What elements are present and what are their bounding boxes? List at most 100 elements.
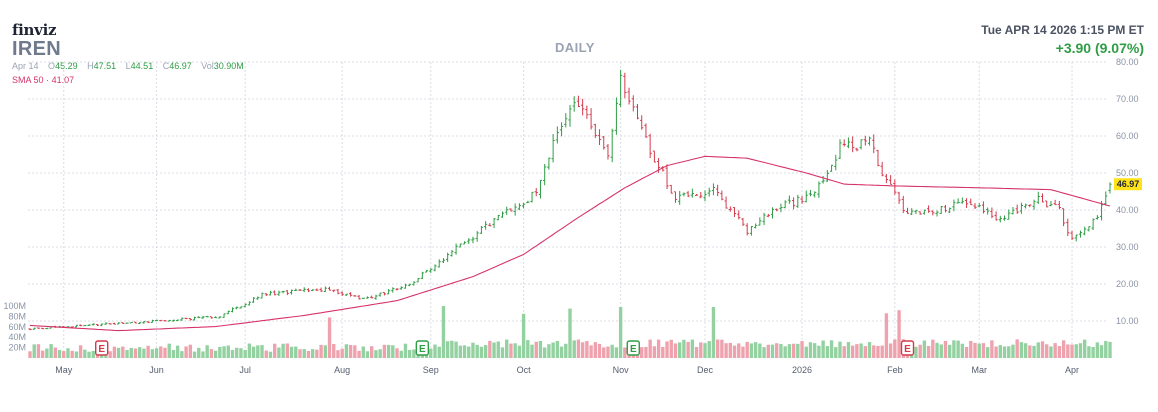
volume-bar: [1070, 344, 1074, 358]
volume-bar: [374, 350, 378, 358]
price-bar: [559, 122, 564, 137]
price-bar: [538, 179, 543, 199]
volume-bar: [353, 345, 357, 358]
volume-bar: [673, 343, 678, 358]
volume-bar: [222, 346, 226, 358]
price-bar: [133, 321, 138, 324]
volume-bar: [813, 343, 817, 358]
earnings-marker[interactable]: E: [626, 340, 640, 356]
volume-bar: [825, 346, 830, 358]
volume-bar: [382, 344, 387, 358]
month-tick-label: Mar: [971, 365, 987, 375]
price-bar: [36, 327, 41, 329]
volume-bar: [496, 341, 500, 358]
volume-bar: [298, 349, 302, 358]
ohlc-high: 47.51: [93, 61, 117, 71]
sma-value: 41.07: [51, 75, 75, 85]
price-bar: [446, 252, 450, 263]
price-bar: [652, 150, 656, 163]
volume-bar: [580, 342, 585, 358]
price-bar: [112, 322, 116, 325]
ohlc-volume-label: Vol: [201, 61, 214, 71]
volume-bar: [492, 342, 496, 358]
volume-bar: [1011, 344, 1015, 358]
finviz-logo[interactable]: finviz: [12, 21, 57, 39]
price-bar: [201, 315, 205, 319]
price-bar: [863, 135, 867, 146]
volume-bar: [964, 347, 969, 358]
price-bar: [205, 315, 209, 318]
price-bar: [872, 134, 876, 154]
volume-bar: [294, 346, 298, 358]
month-tick-label: May: [55, 365, 73, 375]
ohlc-close-label: C: [162, 61, 170, 71]
price-bar: [889, 175, 893, 185]
month-tick-label: Jul: [239, 365, 251, 375]
price-bar: [914, 209, 918, 215]
volume-bar: [728, 342, 732, 358]
price-bar: [479, 226, 484, 234]
volume-bar: [656, 339, 661, 358]
price-bar: [990, 207, 994, 219]
price-bar: [547, 157, 551, 170]
volume-bar: [678, 342, 682, 358]
volume-bar: [766, 344, 770, 358]
volume-bar: [1099, 345, 1104, 358]
price-bar: [399, 286, 403, 290]
price-bar: [429, 268, 433, 273]
price-bar: [251, 297, 256, 303]
earnings-marker[interactable]: E: [415, 340, 430, 356]
earnings-marker[interactable]: E: [900, 340, 915, 356]
volume-bar: [779, 343, 783, 358]
price-tick-label: 20.00: [1116, 279, 1139, 289]
price-bar: [1066, 218, 1070, 237]
volume-bar: [931, 339, 935, 358]
last-price-badge-bg: [1114, 178, 1142, 191]
volume-bar: [534, 341, 538, 358]
price-bar: [1070, 230, 1074, 241]
price-bar: [665, 164, 669, 190]
volume-bar: [749, 343, 754, 358]
volume-bar: [838, 341, 842, 358]
volume-bar: [365, 351, 370, 358]
volume-bar: [711, 307, 716, 358]
price-bar: [374, 294, 378, 300]
price-bars: [28, 69, 1112, 331]
volume-bar: [762, 347, 766, 358]
price-bar: [564, 113, 568, 128]
price-bar: [834, 154, 838, 171]
price-bar: [163, 320, 167, 322]
price-bar: [159, 319, 163, 322]
volume-bar: [926, 345, 931, 358]
volume-bar: [644, 346, 648, 358]
volume-bar: [108, 351, 112, 358]
volume-bar: [133, 348, 138, 358]
price-bar: [192, 316, 197, 321]
price-bar: [517, 203, 521, 211]
price-bar: [214, 316, 218, 319]
price-bar: [285, 290, 289, 296]
volume-bar: [1095, 342, 1100, 358]
price-bar: [142, 321, 146, 324]
volume-bar: [340, 348, 344, 358]
volume-bar: [973, 342, 977, 358]
earnings-marker[interactable]: E: [95, 340, 109, 356]
volume-bar: [28, 351, 32, 358]
price-bar: [648, 133, 652, 159]
price-bar: [644, 123, 648, 138]
volume-bar: [585, 341, 589, 358]
price-bar: [1053, 199, 1057, 206]
volume-bar: [40, 350, 45, 358]
price-bar: [707, 187, 711, 197]
sma-separator: ·: [46, 75, 50, 85]
price-bar: [922, 209, 926, 215]
volume-bar: [273, 343, 277, 358]
price-bar: [353, 295, 357, 297]
volume-bar: [618, 307, 623, 358]
volume-bar: [804, 346, 808, 358]
volume-tick-label: 100M: [3, 301, 26, 311]
price-bar: [277, 290, 281, 296]
volume-bar: [1061, 340, 1066, 358]
ohlc-low-label: L: [125, 61, 131, 71]
